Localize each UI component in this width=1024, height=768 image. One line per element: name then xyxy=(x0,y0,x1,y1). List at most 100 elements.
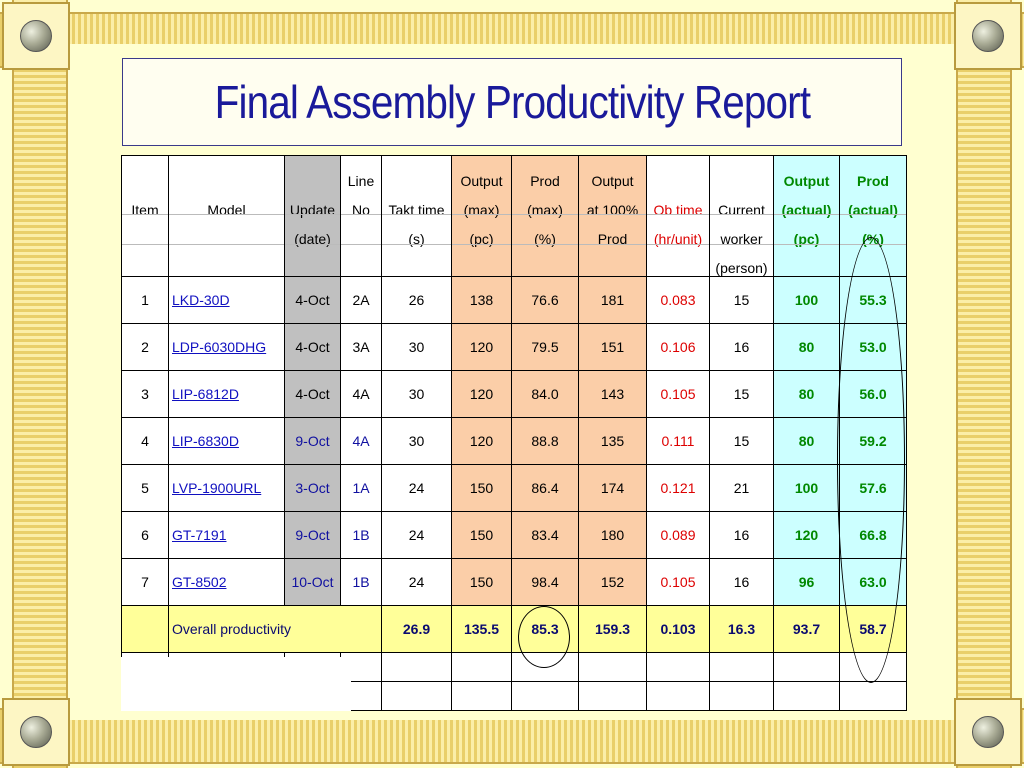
cell-prod-actual: 57.6 xyxy=(839,464,907,512)
header-divider xyxy=(382,214,451,215)
header-divider xyxy=(452,214,511,215)
cell-takt: 30 xyxy=(381,417,452,465)
header-divider xyxy=(512,244,578,245)
header-divider xyxy=(341,214,381,215)
header-divider xyxy=(169,214,284,215)
empty-cell xyxy=(578,681,647,711)
model-link[interactable]: LIP-6812D xyxy=(172,386,239,402)
header-line: (%) xyxy=(862,231,884,247)
header-divider xyxy=(169,244,284,245)
cell-prod-actual: 59.2 xyxy=(839,417,907,465)
frame-right xyxy=(956,0,1012,768)
table-row: 3 LIP-6812D 4-Oct 4A 30 120 84.0 143 0.105 15 80 56… xyxy=(121,370,907,418)
cell-prod-actual: 63.0 xyxy=(839,558,907,606)
header-divider xyxy=(285,244,340,245)
empty-cell xyxy=(381,652,452,682)
cell-line: 1B xyxy=(340,558,382,606)
cell-output-max: 120 xyxy=(451,323,512,371)
empty-cell xyxy=(511,652,579,682)
header-model: Model xyxy=(168,155,285,277)
cell-line: 4A xyxy=(340,417,382,465)
overall-prod-max: 85.3 xyxy=(511,605,579,653)
model-link[interactable]: LVP-1900URL xyxy=(172,480,262,496)
cell-output-actual: 80 xyxy=(773,417,840,465)
header-line: Takt time xyxy=(388,202,445,218)
cell-line: 3A xyxy=(340,323,382,371)
cell-worker: 16 xyxy=(709,558,774,606)
cell-takt: 24 xyxy=(381,558,452,606)
header-line: Prod xyxy=(857,173,889,189)
header-divider xyxy=(285,214,340,215)
frame-left xyxy=(12,0,68,768)
header-line: Item xyxy=(131,202,159,218)
header-divider xyxy=(579,214,646,215)
cell-item: 4 xyxy=(121,417,169,465)
model-link[interactable]: LKD-30D xyxy=(172,292,230,308)
cell-prod-max: 88.8 xyxy=(511,417,579,465)
header-line: (%) xyxy=(534,231,556,247)
header-divider xyxy=(122,214,168,215)
cell-output-actual: 80 xyxy=(773,323,840,371)
cell-model: GT-7191 xyxy=(168,511,285,559)
empty-cell xyxy=(646,652,710,682)
empty-cell xyxy=(709,681,774,711)
empty-cell xyxy=(451,681,512,711)
cell-line: 4A xyxy=(340,370,382,418)
cell-output100: 174 xyxy=(578,464,647,512)
cell-item: 7 xyxy=(121,558,169,606)
cell-output-max: 120 xyxy=(451,370,512,418)
cell-item: 2 xyxy=(121,323,169,371)
corner-top-left xyxy=(2,2,70,70)
empty-cell xyxy=(709,652,774,682)
knob-icon xyxy=(20,20,52,52)
cell-update: 4-Oct xyxy=(284,276,341,324)
header-update: Update (date) xyxy=(284,155,341,277)
header-divider xyxy=(122,244,168,245)
cell-prod-actual: 66.8 xyxy=(839,511,907,559)
model-link[interactable]: GT-7191 xyxy=(172,527,227,543)
knob-icon xyxy=(20,716,52,748)
cell-prod-max: 86.4 xyxy=(511,464,579,512)
header-line: (pc) xyxy=(793,231,820,247)
header-line: Prod xyxy=(530,173,560,189)
cell-output-actual: 96 xyxy=(773,558,840,606)
cell-prod-actual: 55.3 xyxy=(839,276,907,324)
header-line: No xyxy=(352,202,370,218)
cell-output-max: 138 xyxy=(451,276,512,324)
cell-takt: 30 xyxy=(381,323,452,371)
header-divider xyxy=(840,244,906,245)
overall-label-cell: Overall productivity xyxy=(168,605,382,653)
cell-output-max: 150 xyxy=(451,511,512,559)
header-takt: Takt time (s) xyxy=(381,155,452,277)
header-line: Model xyxy=(207,202,246,218)
model-link[interactable]: LIP-6830D xyxy=(172,433,239,449)
header-divider xyxy=(774,244,839,245)
header-line: (actual) xyxy=(848,202,898,218)
header-line: Update xyxy=(289,202,336,218)
header-divider xyxy=(341,244,381,245)
empty-cell xyxy=(578,652,647,682)
header-line: (max) xyxy=(527,202,563,218)
cell-update: 9-Oct xyxy=(284,511,341,559)
header-line: (person) xyxy=(715,260,768,276)
cell-output-actual: 100 xyxy=(773,276,840,324)
header-divider xyxy=(840,214,906,215)
cell-item: 1 xyxy=(121,276,169,324)
header-line: (max) xyxy=(463,202,500,218)
cell-model: GT-8502 xyxy=(168,558,285,606)
table-row: 5 LVP-1900URL 3-Oct 1A 24 150 86.4 174 0.121 21 10… xyxy=(121,464,907,512)
table-row: 6 GT-7191 9-Oct 1B 24 150 83.4 180 0.089 16 120 66… xyxy=(121,511,907,559)
corner-top-right xyxy=(954,2,1022,70)
cell-output-actual: 120 xyxy=(773,511,840,559)
model-link[interactable]: GT-8502 xyxy=(172,574,227,590)
cell-output-max: 150 xyxy=(451,558,512,606)
overall-worker: 16.3 xyxy=(709,605,774,653)
overall-ob-time: 0.103 xyxy=(646,605,710,653)
empty-cell xyxy=(646,681,710,711)
cell-output100: 181 xyxy=(578,276,647,324)
header-divider xyxy=(647,214,709,215)
header-divider xyxy=(710,244,773,245)
model-link[interactable]: LDP-6030DHG xyxy=(172,339,267,355)
corner-bottom-right xyxy=(954,698,1022,766)
cell-takt: 24 xyxy=(381,464,452,512)
